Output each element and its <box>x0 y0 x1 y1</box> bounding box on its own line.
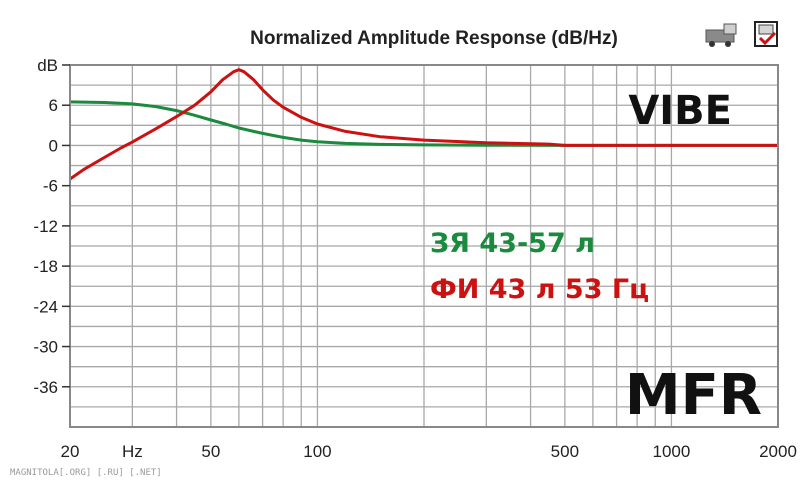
y-tick-label: -12 <box>33 217 58 236</box>
chart-title: Normalized Amplitude Response (dB/Hz) <box>250 28 618 49</box>
x-tick-label: 100 <box>303 442 331 461</box>
brand-label: VIBE <box>628 88 732 134</box>
y-tick-label: -36 <box>33 378 58 397</box>
y-tick-label: -24 <box>33 297 58 316</box>
y-tick-label: -6 <box>43 177 58 196</box>
y-tick-label: 0 <box>49 136 58 155</box>
watermark: MAGNITOLA[.ORG] [.RU] [.NET] <box>10 468 162 478</box>
x-tick-label: 500 <box>551 442 579 461</box>
disk-icon[interactable] <box>754 21 778 47</box>
y-tick-label: 6 <box>49 96 58 115</box>
series-layer <box>69 68 778 181</box>
x-tick-labels: 20 Hz 50 100 500 1000 2000 <box>61 442 797 461</box>
legend-red: ФИ 43 л 53 Гц <box>430 274 649 305</box>
y-tick-label: -18 <box>33 257 58 276</box>
x-tick-label: 2000 <box>759 442 797 461</box>
y-tick-labels: dB 6 0 -6 -12 -18 -24 -30 -36 <box>33 56 70 397</box>
mfr-label: MFR <box>625 363 762 428</box>
plot-area <box>69 64 779 428</box>
truck-icon[interactable] <box>705 23 737 47</box>
x-tick-label: Hz <box>122 442 143 461</box>
legend-green: ЗЯ 43-57 л <box>430 228 595 259</box>
series-line-green <box>69 100 778 147</box>
series-line-red <box>69 68 778 181</box>
x-tick-label: 20 <box>61 442 80 461</box>
plot-frame <box>69 64 779 428</box>
x-tick-label: 50 <box>201 442 220 461</box>
y-tick-label: -30 <box>33 338 58 357</box>
x-tick-label: 1000 <box>653 442 691 461</box>
y-tick-label: dB <box>37 56 58 75</box>
